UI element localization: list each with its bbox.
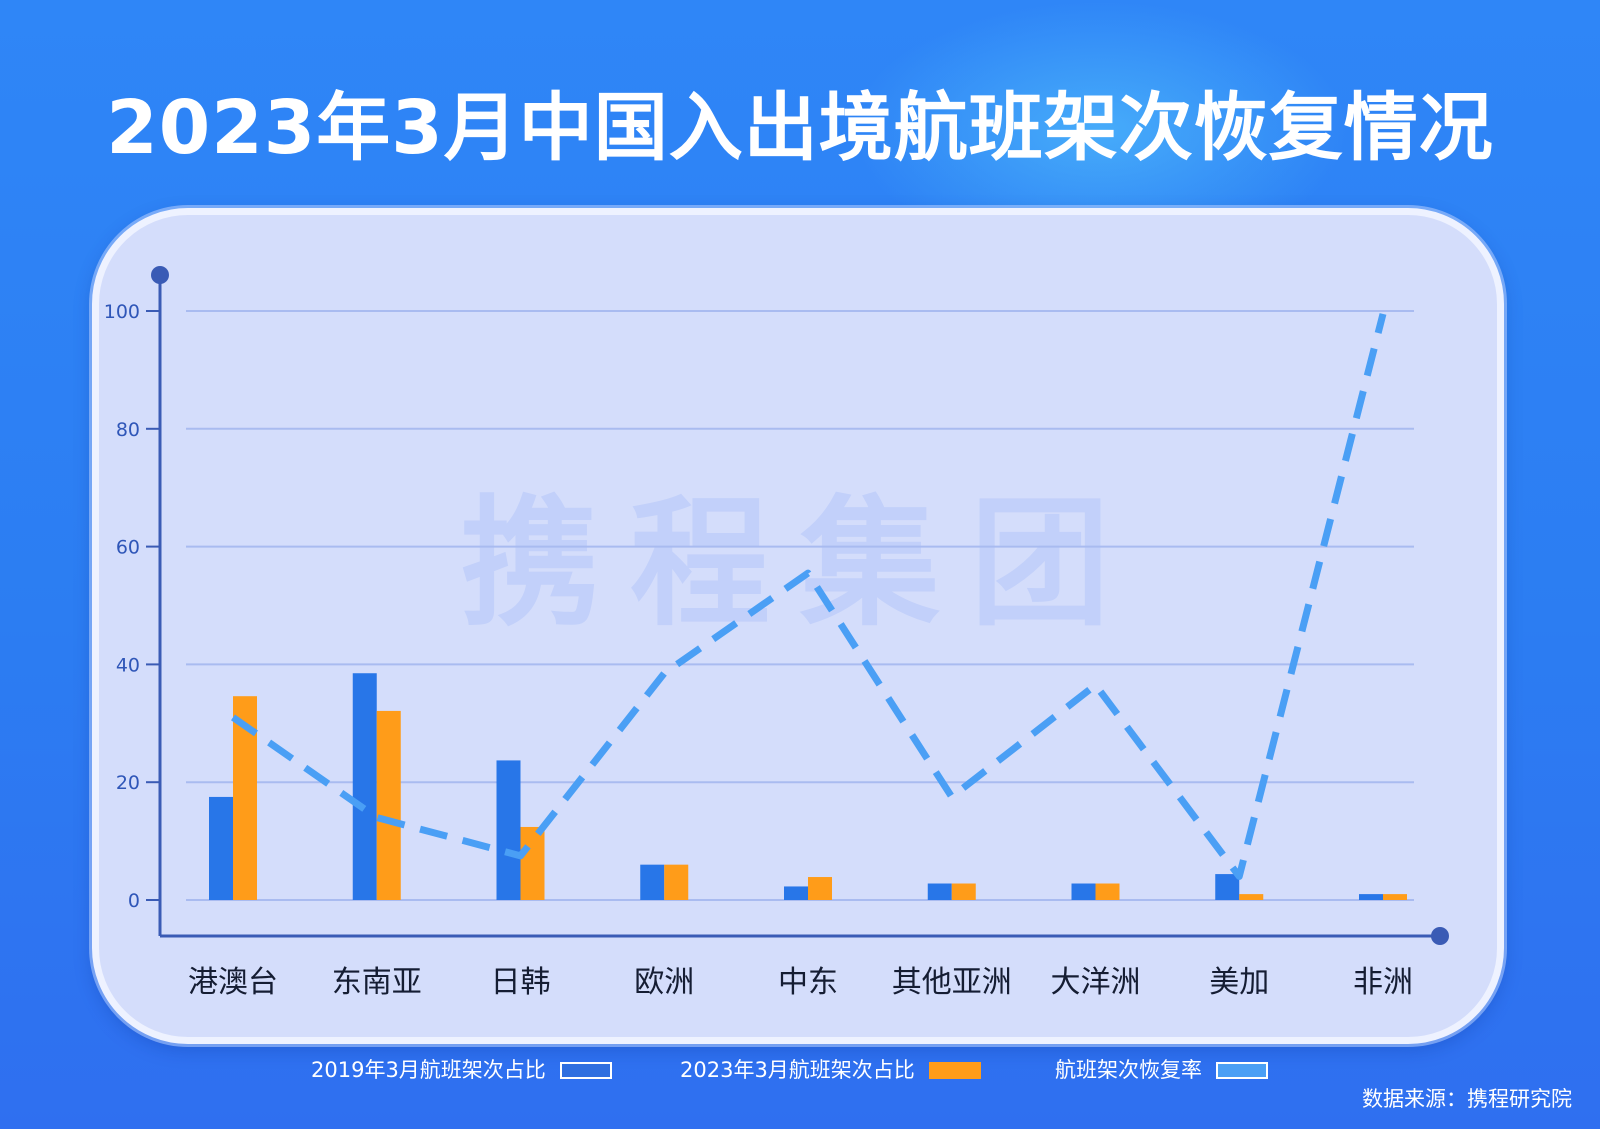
category-label: 日韩	[491, 965, 551, 1000]
legend-label-2023: 2023年3月航班架次占比	[680, 1058, 915, 1082]
watermark-text: 携程集团	[460, 483, 1140, 646]
bar-2019	[927, 883, 952, 900]
bars	[209, 673, 1407, 900]
bar-2023	[1383, 894, 1407, 900]
y-tick-label: 60	[116, 537, 140, 559]
bar-2019	[209, 796, 233, 900]
legend-item-2019: 2019年3月航班架次占比	[311, 1053, 612, 1087]
page-title: 2023年3月中国入出境航班架次恢复情况	[106, 85, 1494, 171]
category-label: 大洋洲	[1051, 965, 1141, 1000]
bar-2019	[640, 864, 665, 900]
axes	[146, 266, 1449, 945]
bar-2019	[784, 886, 808, 900]
category-label: 美加	[1209, 965, 1269, 1000]
legend-label-recovery: 航班架次恢复率	[1055, 1058, 1202, 1082]
recovery-rate-line	[230, 313, 1387, 880]
category-label: 中东	[778, 965, 838, 1000]
category-label: 其他亚洲	[892, 965, 1012, 1000]
bar-2023	[664, 864, 689, 900]
category-labels: 港澳台 东南亚 日韩 欧洲 中东 其他亚洲 大洋洲 美加 非洲	[188, 965, 1413, 1000]
legend-item-recovery: 航班架次恢复率	[1055, 1053, 1268, 1087]
legend-item-2023: 2023年3月航班架次占比	[680, 1053, 981, 1087]
gridlines	[186, 310, 1414, 901]
bar-2023	[1095, 883, 1120, 900]
chart-card	[92, 208, 1504, 1044]
legend-swatch-2023	[928, 1061, 981, 1079]
y-tick-label: 0	[128, 890, 140, 912]
bar-2023	[808, 877, 832, 900]
bar-2019	[1359, 894, 1383, 900]
y-tick-labels: 0 20 40 60 80 100	[104, 301, 140, 912]
y-axis-end-dot	[151, 266, 169, 284]
bar-2019	[1071, 883, 1096, 900]
category-label: 东南亚	[332, 965, 422, 1000]
legend: 2019年3月航班架次占比 2023年3月航班架次占比 航班架次恢复率	[0, 1053, 1600, 1087]
bar-2023	[951, 883, 976, 900]
legend-label-2019: 2019年3月航班架次占比	[311, 1058, 546, 1082]
y-tick-label: 80	[116, 419, 140, 441]
legend-swatch-recovery	[1216, 1061, 1268, 1079]
category-label: 港澳台	[188, 965, 278, 1000]
y-tick-label: 20	[116, 772, 140, 794]
category-label: 欧洲	[634, 965, 694, 1000]
bar-2019	[496, 760, 521, 900]
x-axis-end-dot	[1431, 927, 1449, 945]
bar-2019	[1215, 874, 1240, 900]
y-tick-label: 40	[116, 654, 140, 676]
bar-2023	[1239, 894, 1264, 900]
bar-2019	[352, 673, 377, 900]
recovery-line-layer	[230, 313, 1387, 880]
bar-2023	[520, 826, 545, 900]
y-tick-label: 100	[104, 301, 140, 323]
data-source: 数据来源：携程研究院	[1362, 1087, 1572, 1111]
bar-2023	[376, 710, 401, 900]
legend-swatch-2019	[559, 1061, 612, 1079]
category-label: 非洲	[1353, 965, 1413, 1000]
